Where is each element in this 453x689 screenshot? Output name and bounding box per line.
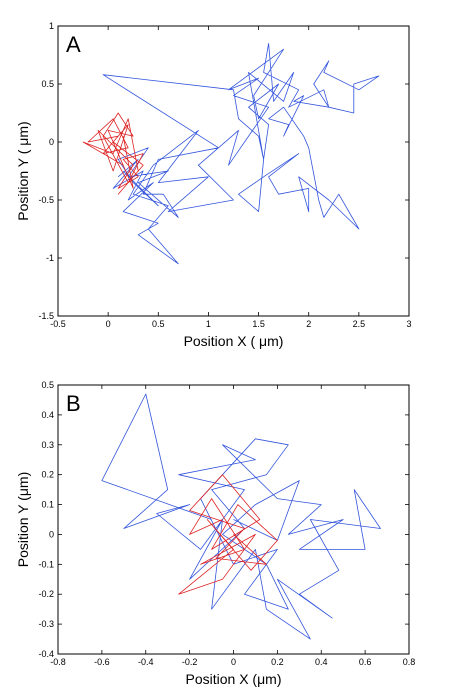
y-tick-label: 0 xyxy=(49,529,54,539)
x-tick-label: 0 xyxy=(106,319,111,329)
y-tick-label: -0.5 xyxy=(38,195,54,205)
y-tick-label: 0.5 xyxy=(41,380,54,390)
x-axis-label: Position X ( μm) xyxy=(184,333,284,349)
panel-label: A xyxy=(66,32,81,57)
y-tick-label: 0.2 xyxy=(41,470,54,480)
trajectory-red xyxy=(178,474,278,595)
plot-frame xyxy=(57,25,410,317)
y-tick-label: 0.1 xyxy=(41,500,54,510)
x-tick-label: -0.6 xyxy=(94,657,110,667)
panel-label: B xyxy=(66,391,81,416)
x-tick-label: 0.5 xyxy=(152,319,165,329)
x-tick-label: 2.5 xyxy=(353,319,366,329)
x-tick-label: -0.8 xyxy=(50,657,66,667)
panel-b: -0.8 -0.6 -0.4 -0.2 0 0.2 0.4 0.6 0.8 -0.4 -0.3 -0.… xyxy=(15,380,415,687)
x-tick-label: 0.4 xyxy=(315,657,328,667)
x-tick-label: 0.8 xyxy=(403,657,416,667)
x-tick-label: -0.5 xyxy=(50,319,66,329)
y-tick-label: 1 xyxy=(49,21,54,31)
x-tick-label: -0.2 xyxy=(182,657,198,667)
x-tick-label: 1 xyxy=(206,319,211,329)
x-tick-label: 0 xyxy=(231,657,236,667)
panel-a: -0.5 0 0.5 1 1.5 2 2.5 3 -1.5 -1 -0.5 0 0.5 1 A Positio… xyxy=(15,21,412,349)
x-axis-label: Position X (μm) xyxy=(186,671,282,687)
y-tick-label: -0.3 xyxy=(38,619,54,629)
trajectory-blue xyxy=(102,43,380,265)
y-tick-label: -0.1 xyxy=(38,559,54,569)
y-tick-label: 0.3 xyxy=(41,440,54,450)
x-tick-label: -0.4 xyxy=(138,657,154,667)
trajectory-red xyxy=(82,112,144,195)
y-tick-label: -0.4 xyxy=(38,649,54,659)
y-tick-label: -0.2 xyxy=(38,589,54,599)
x-tick-label: 3 xyxy=(406,319,411,329)
x-tick-label: 0.2 xyxy=(271,657,284,667)
x-tick-label: 2 xyxy=(306,319,311,329)
x-tick-label: 0.6 xyxy=(359,657,372,667)
y-tick-label: 0 xyxy=(49,137,54,147)
y-axis-label: Position Y ( μm) xyxy=(15,121,31,220)
y-tick-label: 0.5 xyxy=(41,79,54,89)
y-tick-label: -1 xyxy=(46,253,54,263)
y-tick-label: -1.5 xyxy=(38,311,54,321)
y-axis-label: Position Y (μm) xyxy=(15,472,31,567)
y-tick-label: 0.4 xyxy=(41,410,54,420)
trajectory-blue xyxy=(101,393,381,640)
x-tick-label: 1.5 xyxy=(252,319,265,329)
